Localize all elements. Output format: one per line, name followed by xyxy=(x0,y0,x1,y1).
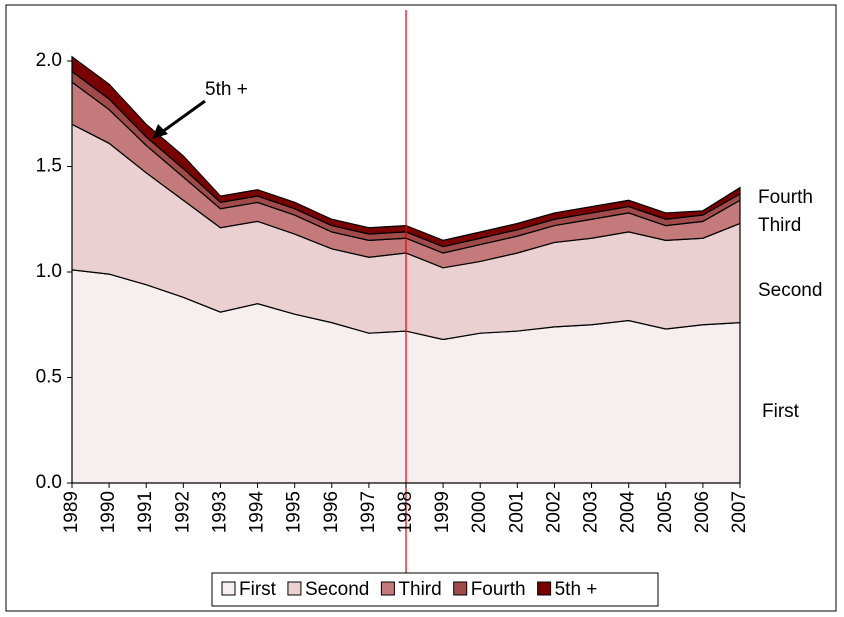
x-tick-label: 2001 xyxy=(506,491,527,533)
legend-label: Second xyxy=(305,579,369,600)
legend-box xyxy=(211,572,659,607)
x-tick-label: 1999 xyxy=(432,491,453,533)
y-tick-label: 0.0 xyxy=(36,472,62,493)
annotation: Fourth xyxy=(758,187,813,208)
legend-swatch xyxy=(453,581,468,596)
annotation: Third xyxy=(758,215,801,236)
x-tick-label: 1993 xyxy=(209,491,230,533)
legend-label: Fourth xyxy=(471,579,526,600)
x-tick-label: 2003 xyxy=(581,491,602,533)
x-tick-label: 1992 xyxy=(172,491,193,533)
legend-swatch xyxy=(537,581,552,596)
legend: First Second Third Fourth 5th + xyxy=(221,579,598,600)
y-tick-label: 1.0 xyxy=(36,261,62,282)
x-tick-label: 1997 xyxy=(358,491,379,533)
legend-swatch xyxy=(221,581,236,596)
annotation: First xyxy=(762,401,800,422)
x-tick-label: 2000 xyxy=(469,491,490,533)
y-tick-label: 2.0 xyxy=(36,50,62,71)
legend-label: 5th + xyxy=(555,579,598,600)
annotation: 5th + xyxy=(205,79,248,100)
legend-label: First xyxy=(239,579,277,600)
area xyxy=(71,55,741,248)
legend-label: Third xyxy=(398,579,441,600)
x-tick-label: 2006 xyxy=(692,491,713,533)
x-tick-label: 1994 xyxy=(247,491,268,534)
y-tick-label: 0.5 xyxy=(36,367,62,388)
x-tick-label: 1998 xyxy=(395,491,416,533)
x-tick-label: 1995 xyxy=(284,491,305,533)
annotation-arrowhead xyxy=(152,124,168,139)
annotation-arrow xyxy=(161,99,206,134)
x-tick-label: 2002 xyxy=(543,491,564,533)
x-tick-label: 1990 xyxy=(98,491,119,533)
x-tick-label: 1989 xyxy=(61,491,82,533)
x-tick-label: 1996 xyxy=(321,491,342,533)
y-tick-label: 1.5 xyxy=(36,156,62,177)
x-tick-label: 1991 xyxy=(135,491,156,533)
x-tick-label: 2004 xyxy=(618,491,639,534)
plot-area: 0.0 0.5 1.0 1.5 2.0 1989 1990 1991 1992 1993 1994 1… xyxy=(36,10,750,578)
legend-swatch xyxy=(287,581,302,596)
legend-swatch xyxy=(380,581,395,596)
x-tick-label: 2005 xyxy=(655,491,676,533)
x-tick-label: 2007 xyxy=(729,491,750,533)
annotation: Second xyxy=(758,280,822,301)
